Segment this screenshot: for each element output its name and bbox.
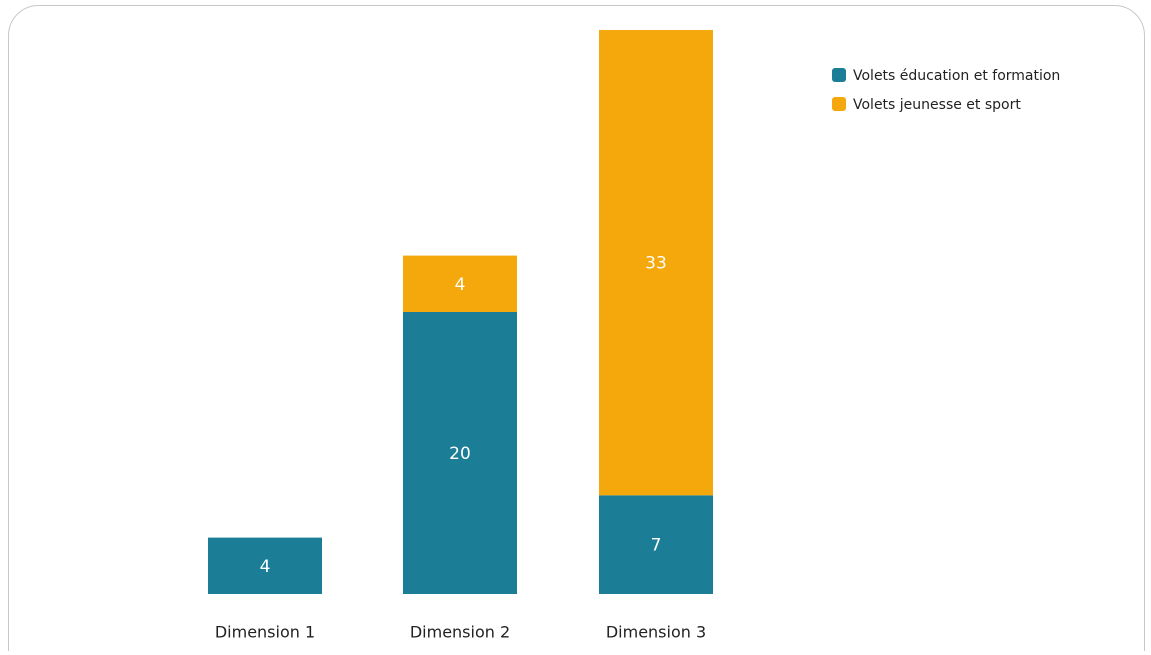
x-tick-label: Dimension 2: [410, 623, 510, 642]
bar-segment: [599, 495, 713, 594]
legend-swatch: [832, 97, 846, 111]
legend-label: Volets jeunesse et sport: [853, 97, 1021, 113]
frame: [8, 5, 1145, 655]
legend-swatch: [832, 68, 846, 82]
bar-segment: [403, 255, 517, 312]
data-label: 20: [449, 444, 471, 464]
data-label: 4: [455, 275, 466, 295]
legend-label: Volets éducation et formation: [853, 68, 1060, 84]
data-label: 4: [260, 557, 271, 577]
bar-segment: [403, 312, 517, 594]
bar-segment: [208, 537, 322, 594]
data-label: 7: [651, 536, 662, 556]
x-tick-label: Dimension 1: [215, 623, 315, 642]
x-tick-label: Dimension 3: [606, 623, 706, 642]
bar-segment: [599, 30, 713, 496]
data-label: 33: [645, 254, 667, 274]
